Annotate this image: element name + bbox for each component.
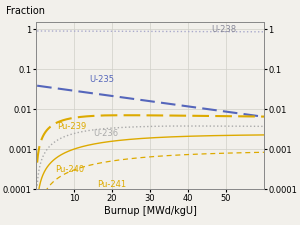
Text: Pu-239: Pu-239: [57, 121, 86, 130]
Text: U-236: U-236: [93, 129, 118, 138]
Text: U-235: U-235: [89, 75, 114, 84]
Text: Fraction: Fraction: [6, 6, 45, 16]
Text: Pu-241: Pu-241: [97, 180, 126, 189]
Text: Pu-240: Pu-240: [55, 164, 84, 173]
X-axis label: Burnup [MWd/kgU]: Burnup [MWd/kgU]: [103, 205, 196, 215]
Text: U-238: U-238: [211, 25, 236, 34]
